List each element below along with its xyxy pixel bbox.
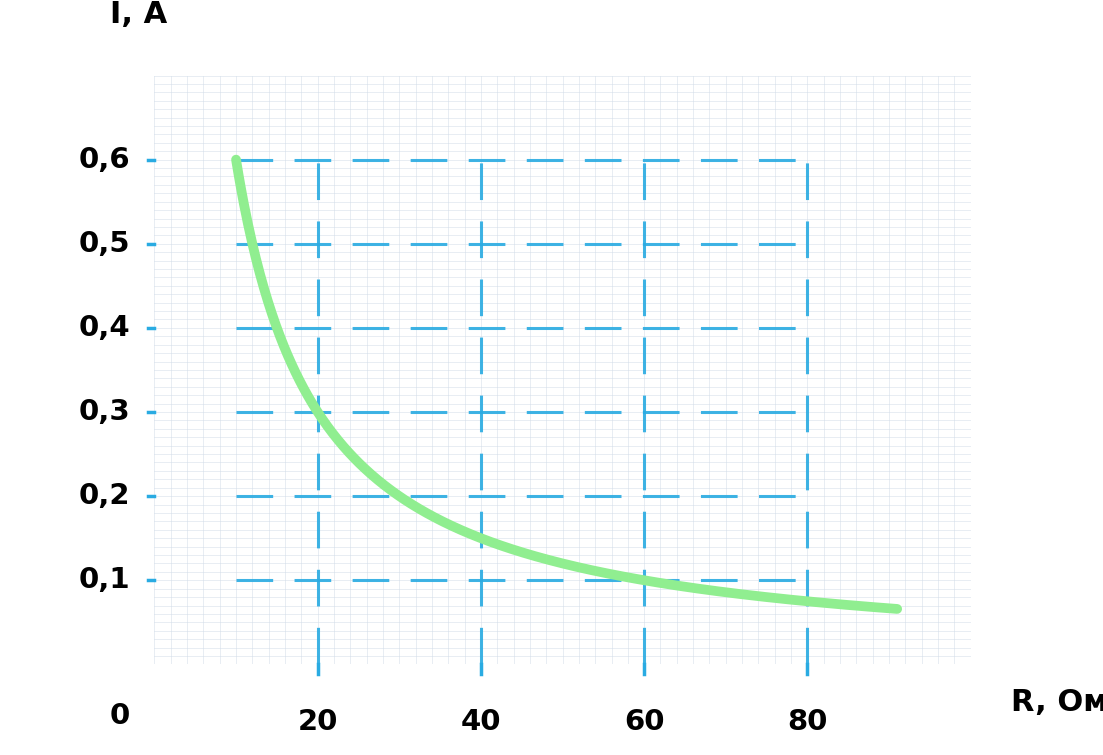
Text: 0,2: 0,2 [78,482,130,510]
Text: 0,5: 0,5 [78,230,130,257]
Text: 0: 0 [109,702,130,730]
Text: R, Ом: R, Ом [1011,688,1103,716]
Text: 80: 80 [788,708,827,736]
Text: 0,1: 0,1 [78,566,130,594]
Text: 0,4: 0,4 [78,314,130,342]
Text: 0,3: 0,3 [78,398,130,426]
Text: 20: 20 [298,708,338,736]
Text: 0,6: 0,6 [78,146,130,174]
Text: 40: 40 [461,708,501,736]
Text: 60: 60 [624,708,664,736]
Text: I, А: I, А [109,0,167,29]
